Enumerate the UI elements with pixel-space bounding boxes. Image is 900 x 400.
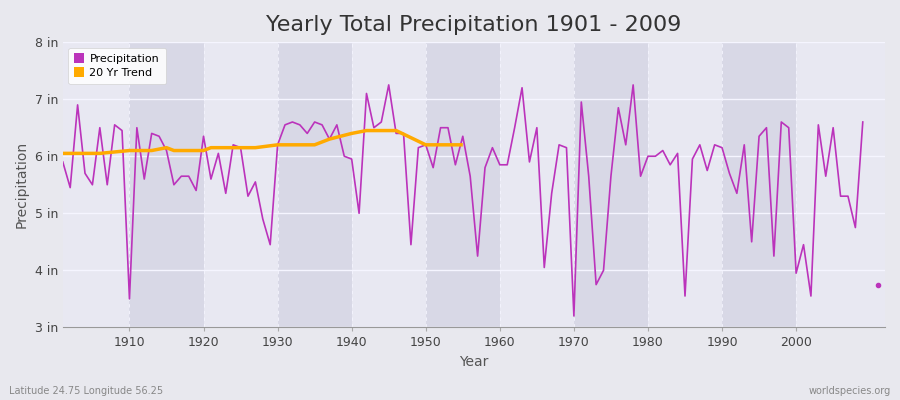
- Bar: [203, 42, 277, 328]
- Bar: [574, 42, 648, 328]
- Bar: [352, 42, 426, 328]
- X-axis label: Year: Year: [459, 355, 489, 369]
- Bar: [130, 42, 203, 328]
- Legend: Precipitation, 20 Yr Trend: Precipitation, 20 Yr Trend: [68, 48, 166, 84]
- Bar: [426, 42, 500, 328]
- Bar: [648, 42, 722, 328]
- Text: Latitude 24.75 Longitude 56.25: Latitude 24.75 Longitude 56.25: [9, 386, 163, 396]
- Bar: [722, 42, 796, 328]
- Bar: [63, 42, 130, 328]
- Bar: [277, 42, 352, 328]
- Bar: [796, 42, 885, 328]
- Bar: [500, 42, 574, 328]
- Text: worldspecies.org: worldspecies.org: [809, 386, 891, 396]
- Title: Yearly Total Precipitation 1901 - 2009: Yearly Total Precipitation 1901 - 2009: [266, 15, 681, 35]
- Y-axis label: Precipitation: Precipitation: [15, 141, 29, 228]
